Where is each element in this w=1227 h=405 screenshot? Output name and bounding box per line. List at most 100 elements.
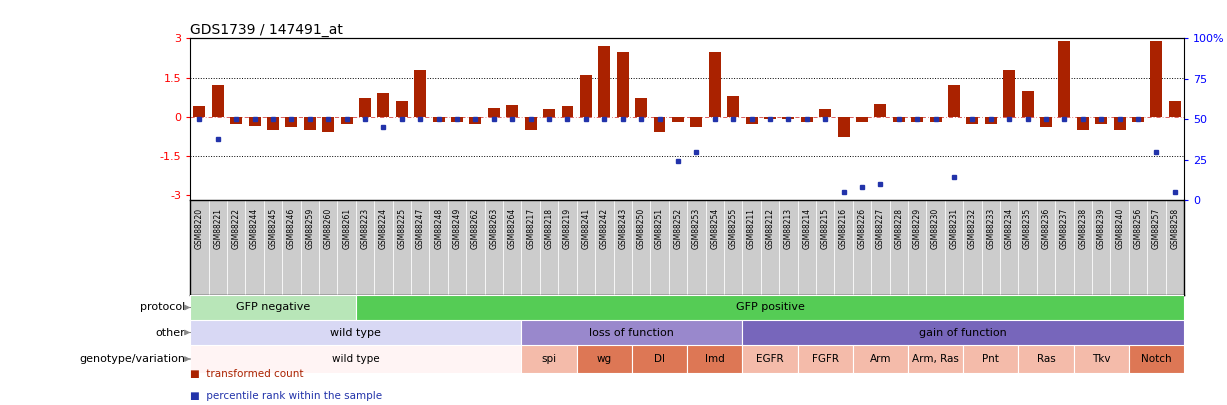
Text: ■  percentile rank within the sample: ■ percentile rank within the sample [190, 391, 383, 401]
Bar [558, 200, 577, 295]
Text: GSM88240: GSM88240 [1115, 208, 1124, 249]
Text: GSM88230: GSM88230 [931, 208, 940, 249]
Text: GSM88248: GSM88248 [434, 208, 443, 249]
Text: GSM88219: GSM88219 [563, 208, 572, 249]
Text: GSM88232: GSM88232 [968, 208, 977, 249]
Bar [687, 345, 742, 373]
Bar [691, 117, 702, 127]
Bar [488, 107, 499, 117]
Bar [429, 200, 448, 295]
Bar [245, 200, 264, 295]
Bar [190, 320, 521, 345]
Text: spi: spi [541, 354, 557, 364]
Text: gain of function: gain of function [919, 328, 1007, 337]
Text: GSM88227: GSM88227 [876, 208, 885, 249]
Bar [1129, 200, 1147, 295]
Text: GSM88235: GSM88235 [1023, 208, 1032, 249]
Bar [466, 200, 485, 295]
Text: GSM88211: GSM88211 [747, 208, 756, 249]
Bar [816, 200, 834, 295]
Bar [231, 117, 242, 124]
Bar [617, 51, 628, 117]
Bar [963, 200, 982, 295]
Bar [356, 295, 1184, 320]
Bar [544, 109, 555, 117]
Bar [856, 117, 867, 122]
Text: GSM88218: GSM88218 [545, 208, 553, 249]
Bar [838, 117, 849, 137]
Bar [227, 200, 245, 295]
Text: GSM88252: GSM88252 [674, 208, 682, 249]
Bar [301, 200, 319, 295]
Bar [360, 98, 371, 117]
Text: GSM88249: GSM88249 [453, 208, 461, 249]
Bar [875, 104, 886, 117]
Text: GSM88233: GSM88233 [987, 208, 995, 249]
Text: GSM88216: GSM88216 [839, 208, 848, 249]
Bar [356, 200, 374, 295]
Bar [742, 200, 761, 295]
Bar [1059, 41, 1070, 117]
Bar [577, 200, 595, 295]
Bar [1000, 200, 1018, 295]
Text: GSM88241: GSM88241 [582, 208, 590, 249]
Text: GSM88229: GSM88229 [913, 208, 921, 249]
Text: GSM88221: GSM88221 [213, 208, 222, 249]
Text: GSM88215: GSM88215 [821, 208, 829, 249]
Text: GSM88261: GSM88261 [342, 208, 351, 249]
Text: GSM88259: GSM88259 [306, 208, 314, 249]
Text: GFP negative: GFP negative [236, 303, 310, 313]
Bar [967, 117, 978, 124]
Bar [485, 200, 503, 295]
Bar [1129, 345, 1184, 373]
Text: GSM88213: GSM88213 [784, 208, 793, 249]
Bar [834, 200, 853, 295]
Text: GSM88238: GSM88238 [1079, 208, 1087, 249]
Text: Notch: Notch [1141, 354, 1172, 364]
Text: Arm: Arm [870, 354, 891, 364]
Bar [452, 117, 463, 122]
Text: GSM88239: GSM88239 [1097, 208, 1106, 249]
Text: loss of function: loss of function [589, 328, 675, 337]
Text: GSM88228: GSM88228 [894, 208, 903, 249]
Bar [448, 200, 466, 295]
Text: GSM88234: GSM88234 [1005, 208, 1014, 249]
Bar [798, 200, 816, 295]
Bar [742, 320, 1184, 345]
Text: GFP positive: GFP positive [735, 303, 805, 313]
Bar [764, 117, 775, 119]
Text: GSM88264: GSM88264 [508, 208, 517, 249]
Bar [1096, 117, 1107, 124]
Text: Arm, Ras: Arm, Ras [912, 354, 960, 364]
Text: GSM88262: GSM88262 [471, 208, 480, 249]
Bar [190, 345, 521, 373]
Text: GSM88212: GSM88212 [766, 208, 774, 249]
Text: wild type: wild type [333, 354, 379, 364]
Bar [912, 117, 923, 122]
Bar [801, 117, 812, 122]
Bar [540, 200, 558, 295]
Text: wg: wg [596, 354, 612, 364]
Bar [599, 46, 610, 117]
Bar [1166, 200, 1184, 295]
Bar [282, 200, 301, 295]
Text: GSM88250: GSM88250 [637, 208, 645, 249]
Bar [319, 200, 337, 295]
Text: GSM88242: GSM88242 [600, 208, 609, 249]
Bar [1133, 117, 1144, 122]
Bar [1074, 200, 1092, 295]
Bar [1074, 345, 1129, 373]
Text: GSM88263: GSM88263 [490, 208, 498, 249]
Bar [1147, 200, 1166, 295]
Text: Dl: Dl [654, 354, 665, 364]
Bar [632, 345, 687, 373]
Bar [669, 200, 687, 295]
Bar [908, 345, 963, 373]
Bar [212, 85, 223, 117]
Bar [982, 200, 1000, 295]
Text: other: other [156, 328, 185, 337]
Bar [595, 200, 614, 295]
Bar [820, 109, 831, 117]
Text: GSM88255: GSM88255 [729, 208, 737, 249]
Text: protocol: protocol [140, 303, 185, 313]
